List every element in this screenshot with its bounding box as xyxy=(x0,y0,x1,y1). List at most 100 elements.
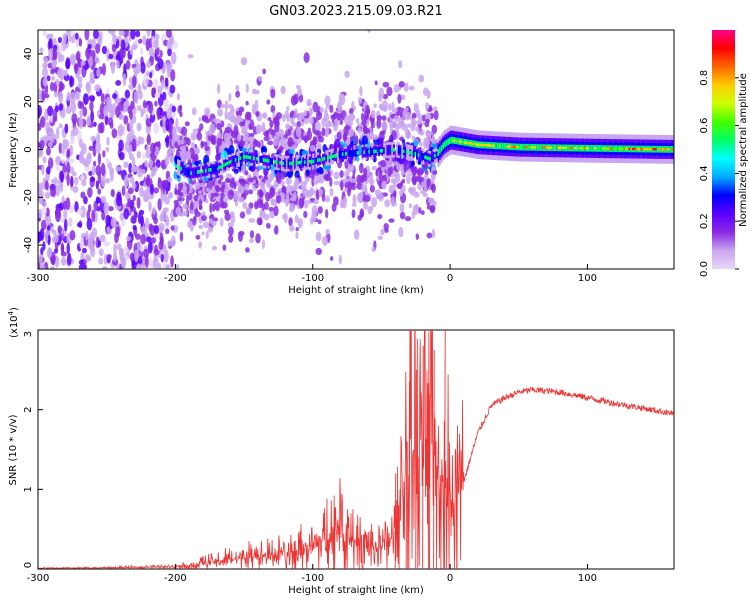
spectrogram-cell xyxy=(434,153,437,158)
spectrogram-cell xyxy=(364,146,367,158)
spectrogram-cell xyxy=(312,159,315,164)
snr-multiplier-suffix: ) xyxy=(9,307,20,311)
spectrogram-cell xyxy=(125,60,131,70)
spectrogram-cell xyxy=(118,152,125,161)
spectrogram-cell xyxy=(539,144,542,151)
spectrogram-cell xyxy=(391,101,395,113)
spectrogram-cell xyxy=(368,150,371,154)
spectrogram-cell xyxy=(127,187,134,195)
spectrogram-cell xyxy=(282,213,287,220)
spectrogram-cell xyxy=(103,105,109,117)
spectrogram-cell xyxy=(372,134,379,140)
spectrogram-cell xyxy=(39,228,45,241)
spectrogram-cell xyxy=(278,128,285,138)
snr-multiplier-prefix: (x10 xyxy=(9,315,20,338)
spectrogram-cell xyxy=(312,101,319,113)
spectrogram-cell xyxy=(90,110,95,123)
spectrogram-cell xyxy=(41,207,47,215)
spectrogram-cell xyxy=(379,148,382,153)
spectrogram-cell xyxy=(366,148,369,156)
spectrogram-cell xyxy=(238,232,243,242)
spectrogram-cell xyxy=(274,123,280,133)
spectrogram-cell xyxy=(132,224,137,231)
spectrogram-cell xyxy=(363,150,366,155)
spectrogram-cell xyxy=(46,225,51,231)
spectrogram-cell xyxy=(363,183,368,194)
spectrogram-cell xyxy=(123,203,127,210)
spectrogram-cell xyxy=(140,110,144,118)
spectrogram-cell xyxy=(666,148,671,151)
spectrogram-cell xyxy=(303,199,309,209)
spectrogram-cell xyxy=(138,90,143,100)
spectrogram-cell xyxy=(216,137,222,147)
spectrogram-cell xyxy=(291,122,298,127)
spectrogram-cell xyxy=(160,190,164,204)
spectrogram-cell xyxy=(217,108,223,117)
spectrogram-cell xyxy=(238,185,245,195)
spectrogram-cell xyxy=(378,166,382,173)
spectrogram-cell xyxy=(327,155,330,160)
spectrogram-cell xyxy=(229,211,235,218)
spectrogram-cell xyxy=(76,208,84,215)
spectrogram-cell xyxy=(336,112,342,121)
spectrogram-cell xyxy=(340,180,344,191)
spectrogram-cell xyxy=(408,203,413,209)
spectrogram-cell xyxy=(252,156,255,161)
spectrogram-cell xyxy=(201,169,204,174)
spectrogram-cell xyxy=(39,140,45,150)
spectrogram-cell xyxy=(239,121,246,127)
spectrogram-cell xyxy=(242,202,248,210)
spectrogram-cell xyxy=(342,178,350,183)
spectrogram-cell xyxy=(559,146,564,150)
spectrogram-cell xyxy=(129,176,135,184)
spectrogram-cell xyxy=(145,78,150,85)
spectrogram-cell xyxy=(244,119,251,125)
spectrogram-cell xyxy=(110,61,116,74)
spectrogram-cell xyxy=(129,48,134,56)
spectrogram-cell xyxy=(157,57,164,70)
spectrogram-cell xyxy=(103,201,110,215)
spectrogram-cell xyxy=(42,30,47,37)
spectrogram-cell xyxy=(290,161,293,166)
spectrogram-cell xyxy=(289,224,295,232)
spectrogram-cell xyxy=(401,143,404,159)
spectrogram-cell xyxy=(89,176,96,182)
spectrogram-cell xyxy=(259,199,263,206)
spectrogram-cell xyxy=(143,73,148,87)
spectrogram-cell xyxy=(221,184,226,191)
spectrogram-cell xyxy=(451,139,456,142)
spectrogram-cell xyxy=(157,198,162,211)
spectrogram-cell xyxy=(205,118,211,124)
spectrogram-cell xyxy=(370,206,374,211)
spectrogram-cell xyxy=(269,157,272,165)
spectrogram-cell xyxy=(178,166,181,170)
spectrogram-cell xyxy=(382,192,388,197)
spectrogram-cell xyxy=(383,147,386,154)
spectrogram-cell xyxy=(612,145,615,152)
spectrogram-cell xyxy=(393,190,397,196)
spectrogram-cell xyxy=(67,218,73,226)
spectrogram-cell xyxy=(225,126,232,134)
spectrogram-cell xyxy=(60,170,64,184)
spectrogram-cell xyxy=(228,92,232,102)
spectrogram-cell xyxy=(303,52,310,64)
spectrogram-cell xyxy=(90,241,95,253)
spectrogram-cell xyxy=(281,139,288,148)
spectrogram-cell xyxy=(194,160,200,167)
spectrogram-cell xyxy=(122,73,127,87)
spectrogram-cell xyxy=(350,178,357,183)
spectrogram-cell xyxy=(158,222,165,233)
spectrogram-cell xyxy=(333,138,341,150)
spectrogram-cell xyxy=(106,136,110,146)
spectrogram-cell xyxy=(411,135,416,141)
spectrogram-cell xyxy=(50,266,55,269)
spectrogram-cell xyxy=(97,35,103,45)
spectrogram-cell xyxy=(245,100,249,106)
spectrogram-cell xyxy=(318,173,323,184)
spectrogram-cell xyxy=(150,237,157,244)
colorbar-tick-label: 0.0 xyxy=(699,261,710,277)
spectrogram-cell xyxy=(190,132,197,141)
figure-title: GN03.2023.215.09.03.R21 xyxy=(269,4,443,19)
spectrogram-cell xyxy=(378,192,384,202)
spectrogram-cell xyxy=(402,109,408,119)
